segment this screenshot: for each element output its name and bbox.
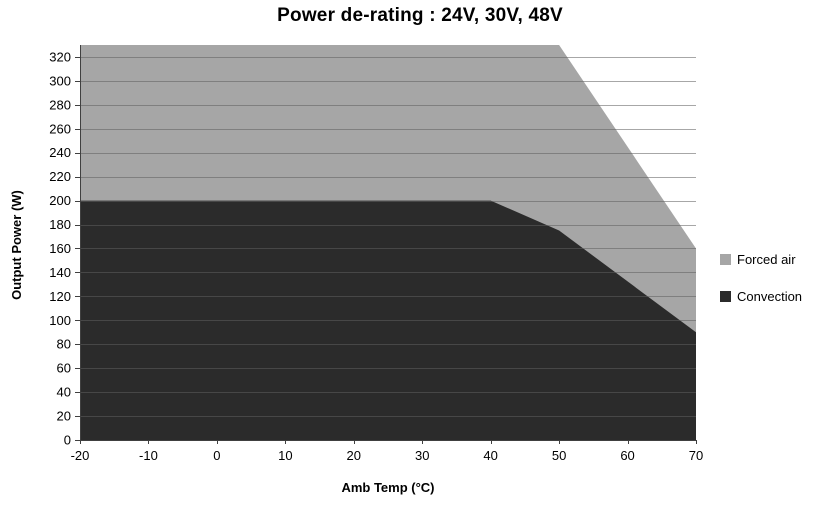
y-tick-label: 140 <box>49 265 71 280</box>
legend-item-convection: Convection <box>720 289 802 304</box>
x-tick-label: 70 <box>689 448 703 463</box>
y-tick-label: 180 <box>49 217 71 232</box>
convection-swatch <box>720 291 731 302</box>
x-tick-label: 20 <box>347 448 361 463</box>
x-tick-label: 50 <box>552 448 566 463</box>
y-tick-label: 100 <box>49 313 71 328</box>
chart-title: Power de-rating : 24V, 30V, 48V <box>277 5 563 26</box>
y-tick-label: 280 <box>49 97 71 112</box>
y-tick-label: 220 <box>49 169 71 184</box>
y-tick-label: 120 <box>49 289 71 304</box>
legend-item-forced-air: Forced air <box>720 252 802 267</box>
x-tick-label: 40 <box>483 448 497 463</box>
y-tick-label: 20 <box>57 409 71 424</box>
x-tick-label: 0 <box>213 448 220 463</box>
legend: Forced air Convection <box>720 252 802 326</box>
x-tick-label: -10 <box>139 448 158 463</box>
x-tick-label: 30 <box>415 448 429 463</box>
x-axis-title: Amb Temp (°C) <box>341 480 435 495</box>
y-tick-label: 60 <box>57 361 71 376</box>
legend-label-convection: Convection <box>737 289 803 304</box>
y-tick-label: 300 <box>49 73 71 88</box>
legend-label-forced-air: Forced air <box>737 252 796 267</box>
y-tick-label: 260 <box>49 121 71 136</box>
x-tick-label: -20 <box>71 448 90 463</box>
y-tick-label: 240 <box>49 145 71 160</box>
x-tick-label: 10 <box>278 448 292 463</box>
y-tick-label: 320 <box>49 49 71 64</box>
y-tick-label: 160 <box>49 241 71 256</box>
y-tick-label: 200 <box>49 193 71 208</box>
x-tick-label: 60 <box>620 448 634 463</box>
forced-air-swatch <box>720 254 731 265</box>
y-tick-label: 40 <box>57 385 71 400</box>
y-tick-label: 0 <box>64 433 71 448</box>
y-tick-label: 80 <box>57 337 71 352</box>
y-axis-title: Output Power (W) <box>9 190 24 300</box>
